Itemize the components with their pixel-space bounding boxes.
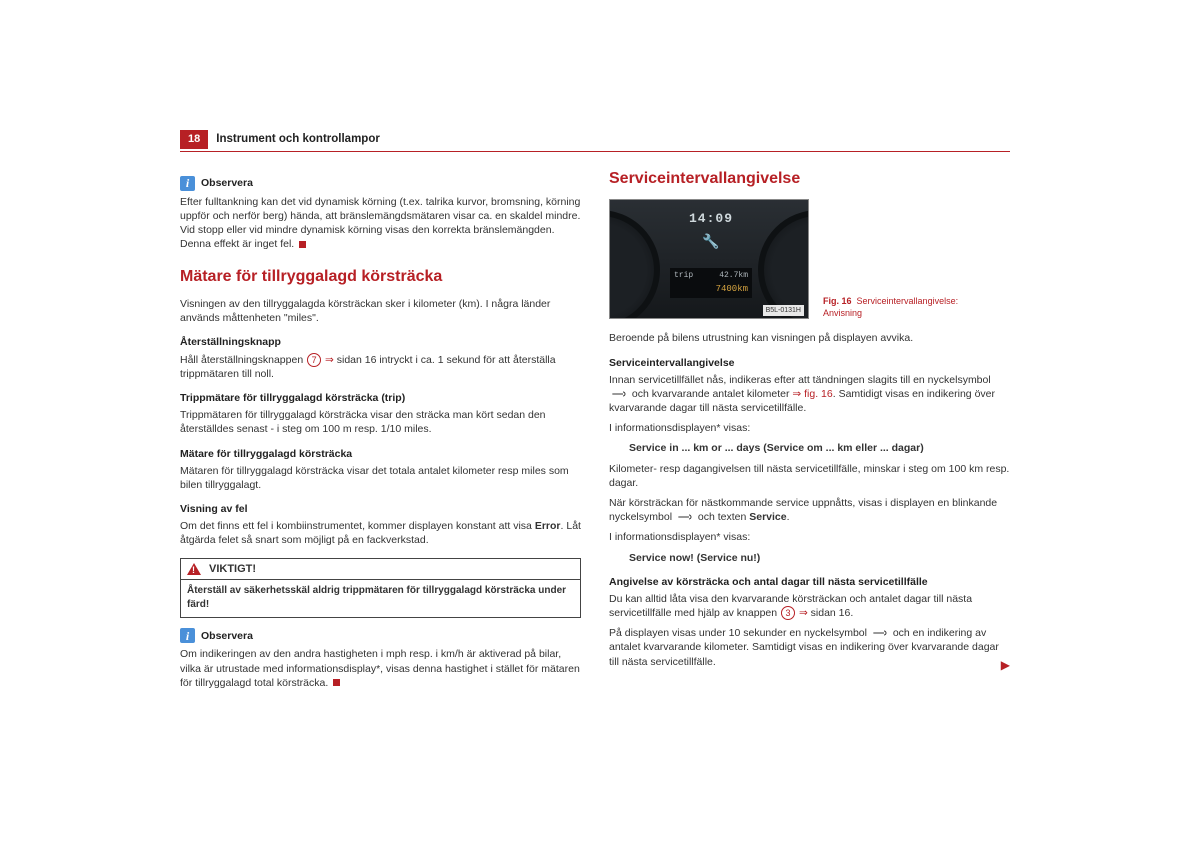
note-block-1: i Observera [180, 176, 581, 191]
body-text: I informationsdisplayen* visas: [609, 421, 1010, 435]
body-text: Kilometer- resp dagangivelsen till nästa… [609, 462, 1010, 490]
subheading-service-interval: Serviceintervallangivelse [609, 356, 1010, 370]
page-number: 18 [180, 130, 208, 149]
body-text: Mätaren för tillryggalagd körsträcka vis… [180, 464, 581, 492]
body-text: På displayen visas under 10 sekunder en … [609, 626, 1010, 669]
image-id-label: B5L-0131H [763, 305, 804, 316]
callout-circle-icon: 7 [307, 353, 321, 367]
body-text: Trippmätaren för tillryggalagd körsträck… [180, 408, 581, 436]
trip-label: trip [674, 271, 693, 282]
important-box: ! VIKTIGT! Återställ av säkerhetsskäl al… [180, 558, 581, 619]
continue-arrow-icon: ▶ [1001, 657, 1010, 673]
subheading-total: Mätare för tillryggalagd körsträcka [180, 447, 581, 461]
display-service-icon: 🔧 [670, 234, 752, 260]
page-header: 18 Instrument och kontrollampor [180, 130, 1010, 152]
right-gauge-icon [758, 210, 809, 319]
note-text: Om indikeringen av den andra hastigheten… [180, 647, 581, 690]
figure-row: 14:09 🔧 trip 42.7km 7400km B5L-0131H [609, 199, 1010, 319]
body-text: I informationsdisplayen* visas: [609, 530, 1010, 544]
reference-arrow-icon: ⇒ [325, 354, 334, 366]
important-title: VIKTIGT! [209, 562, 256, 577]
odo-value: 7400km [674, 283, 748, 295]
manual-page: 18 Instrument och kontrollampor i Observ… [180, 130, 1010, 696]
end-marker-icon [333, 679, 340, 686]
left-column: i Observera Efter fulltankning kan det v… [180, 168, 581, 696]
left-gauge-icon [609, 210, 660, 319]
wrench-icon [611, 390, 627, 398]
body-text: Om det finns ett fel i kombiinstrumentet… [180, 519, 581, 547]
figure-number: Fig. 16 [823, 296, 852, 306]
display-odometer: trip 42.7km 7400km [670, 268, 752, 298]
two-column-layout: i Observera Efter fulltankning kan det v… [180, 168, 1010, 696]
center-display: 14:09 🔧 trip 42.7km 7400km [670, 210, 752, 297]
wrench-icon [677, 513, 693, 521]
body-text: När körsträckan för nästkommande service… [609, 496, 1010, 524]
note-label: Observera [201, 176, 253, 190]
display-message: Service now! (Service nu!) [629, 551, 1010, 565]
right-column: Serviceintervallangivelse 14:09 🔧 trip 4… [609, 168, 1010, 696]
figure-caption: Fig. 16 Serviceintervallangivelse: Anvis… [823, 296, 993, 319]
body-text: Du kan alltid låta visa den kvarvarande … [609, 592, 1010, 620]
subheading-reset-button: Återställningsknapp [180, 335, 581, 349]
end-marker-icon [299, 241, 306, 248]
subheading-error: Visning av fel [180, 502, 581, 516]
section-heading-service: Serviceintervallangivelse [609, 168, 1010, 190]
note-text: Efter fulltankning kan det vid dynamisk … [180, 195, 581, 252]
warning-triangle-icon: ! [187, 563, 201, 575]
chapter-title: Instrument och kontrollampor [216, 132, 380, 148]
note-block-2: i Observera [180, 628, 581, 643]
important-header: ! VIKTIGT! [181, 559, 580, 581]
reference-arrow-icon: ⇒ [799, 607, 808, 619]
subheading-trip: Trippmätare för tillryggalagd körsträcka… [180, 391, 581, 405]
callout-circle-icon: 3 [781, 606, 795, 620]
display-message: Service in ... km or ... days (Service o… [629, 441, 1010, 455]
note-label: Observera [201, 629, 253, 643]
important-body: Återställ av säkerhetsskäl aldrig trippm… [181, 580, 580, 617]
figure-reference: ⇒ fig. 16 [792, 388, 832, 400]
subheading-days-remaining: Angivelse av körsträcka och antal dagar … [609, 575, 1010, 589]
dashboard-photo: 14:09 🔧 trip 42.7km 7400km B5L-0131H [609, 199, 809, 319]
body-text: Beroende på bilens utrustning kan visnin… [609, 331, 1010, 345]
wrench-icon [872, 629, 888, 637]
body-text: Håll återställningsknappen 7 ⇒ sidan 16 … [180, 353, 581, 381]
trip-value: 42.7km [719, 271, 748, 282]
info-icon: i [180, 176, 195, 191]
section-heading-odometer: Mätare för tillryggalagd körsträcka [180, 266, 581, 288]
body-text: Visningen av den tillryggalagda körsträc… [180, 297, 581, 325]
info-icon: i [180, 628, 195, 643]
display-time: 14:09 [670, 210, 752, 228]
body-text: Innan servicetillfället nås, indikeras e… [609, 373, 1010, 416]
